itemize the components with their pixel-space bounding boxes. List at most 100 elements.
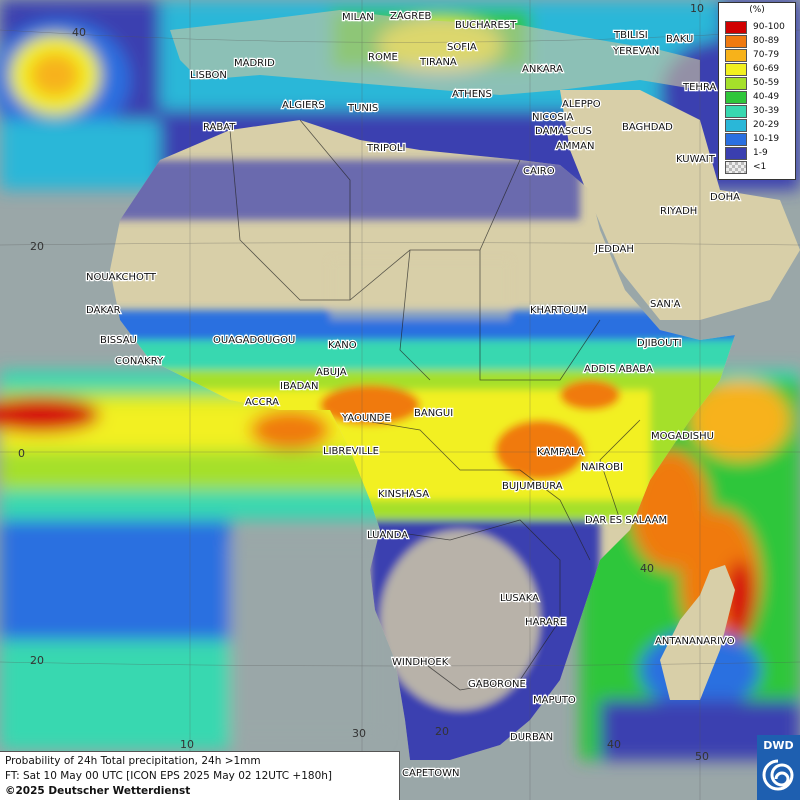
info-parameter: Probability of 24h Total precipitation, … bbox=[5, 755, 261, 767]
city-label: KANO bbox=[328, 340, 357, 351]
city-label: KINSHASA bbox=[378, 489, 429, 500]
city-label: NICOSIA bbox=[532, 112, 574, 123]
city-label: DAR ES SALAAM bbox=[585, 515, 667, 526]
city-label: KHARTOUM bbox=[530, 305, 587, 316]
madagascar-land bbox=[660, 565, 735, 700]
legend-label: 70-79 bbox=[753, 50, 780, 60]
city-label: YAOUNDE bbox=[341, 413, 391, 424]
legend-item: 20-29 bbox=[725, 119, 797, 132]
city-label: ZAGREB bbox=[390, 11, 432, 22]
europe-land bbox=[170, 10, 700, 95]
legend-item: 30-39 bbox=[725, 105, 797, 118]
legend-label: 80-89 bbox=[753, 36, 780, 46]
legend-item: 1-9 bbox=[725, 147, 797, 160]
city-label: BUJUMBURA bbox=[502, 481, 563, 492]
info-copyright: ©2025 Deutscher Wetterdienst bbox=[5, 785, 191, 797]
city-label: DJIBOUTI bbox=[637, 338, 682, 349]
city-label: CAPETOWN bbox=[402, 768, 460, 779]
city-label: MADRID bbox=[234, 58, 275, 69]
city-label: SOFIA bbox=[447, 42, 477, 53]
city-label: DOHA bbox=[710, 192, 740, 203]
city-label: OUAGADOUGOU bbox=[213, 335, 295, 346]
legend-label: 10-19 bbox=[753, 134, 780, 144]
ocean-precip-fields bbox=[0, 0, 800, 760]
city-label: BANGUI bbox=[414, 408, 453, 419]
grid-label: 50 bbox=[695, 750, 709, 763]
city-label: BUCHAREST bbox=[455, 20, 517, 31]
legend-swatch bbox=[725, 91, 747, 104]
city-label: DAMASCUS bbox=[535, 126, 592, 137]
city-label: KAMPALA bbox=[537, 447, 584, 458]
swirl-icon bbox=[762, 759, 794, 791]
legend-swatch bbox=[725, 147, 747, 160]
legend-swatch bbox=[725, 119, 747, 132]
city-label: YEREVAN bbox=[612, 46, 659, 57]
city-label: JEDDAH bbox=[594, 244, 634, 255]
city-label: ROME bbox=[368, 52, 398, 63]
legend-label: 30-39 bbox=[753, 106, 780, 116]
city-label: SAN'A bbox=[650, 299, 681, 310]
legend-label: 40-49 bbox=[753, 92, 780, 102]
city-label: MILAN bbox=[342, 12, 374, 23]
grid-label: 40 bbox=[640, 562, 654, 575]
info-forecast-time: FT: Sat 10 May 00 UTC [ICON EPS 2025 May… bbox=[5, 770, 332, 782]
city-label: RABAT bbox=[203, 122, 236, 133]
legend-item: 80-89 bbox=[725, 35, 797, 48]
grid-label: 20 bbox=[435, 725, 449, 738]
city-label: LIBREVILLE bbox=[323, 446, 379, 457]
city-label: DURBAN bbox=[510, 732, 553, 743]
dwd-logo-text: DWD bbox=[763, 739, 794, 752]
map-info-box: Probability of 24h Total precipitation, … bbox=[0, 751, 400, 800]
city-label: ABUJA bbox=[316, 367, 347, 378]
grid-label: 40 bbox=[72, 26, 86, 39]
city-label: LUSAKA bbox=[500, 593, 539, 604]
legend-swatch bbox=[725, 133, 747, 146]
city-label: WINDHOEK bbox=[392, 657, 449, 668]
legend-item: 50-59 bbox=[725, 77, 797, 90]
legend-item: <1 bbox=[725, 161, 797, 174]
city-label: CONAKRY bbox=[115, 356, 164, 367]
grid-label: 30 bbox=[352, 727, 366, 740]
dwd-logo: DWD bbox=[757, 735, 800, 800]
legend-label: 20-29 bbox=[753, 120, 780, 130]
legend-item: 90-100 bbox=[725, 21, 797, 34]
legend-swatch bbox=[725, 21, 747, 34]
city-label: ALEPPO bbox=[562, 99, 601, 110]
city-label: ANTANANARIVO bbox=[655, 636, 735, 647]
city-label: AMMAN bbox=[556, 141, 594, 152]
city-label: CAIRO bbox=[523, 166, 555, 177]
city-label: TRIPOLI bbox=[366, 143, 405, 154]
city-label: TIRANA bbox=[419, 57, 457, 68]
city-label: NAIROBI bbox=[581, 462, 623, 473]
legend-item: 60-69 bbox=[725, 63, 797, 76]
city-label: TUNIS bbox=[347, 103, 378, 114]
city-label: LUANDA bbox=[367, 530, 408, 541]
city-label: ANKARA bbox=[522, 64, 563, 75]
grid-label: 10 bbox=[180, 738, 194, 751]
legend-item: 40-49 bbox=[725, 91, 797, 104]
legend-unit: (%) bbox=[749, 5, 765, 15]
city-label: BAGHDAD bbox=[622, 122, 673, 133]
city-labels: MILAN ZAGREB BUCHAREST TBILISI BAKU MADR… bbox=[85, 10, 741, 780]
legend-swatch bbox=[725, 49, 747, 62]
grid-label: 0 bbox=[18, 447, 25, 460]
city-label: ATHENS bbox=[452, 89, 492, 100]
legend-label: 90-100 bbox=[753, 22, 785, 32]
country-borders bbox=[229, 119, 641, 691]
city-label: HARARE bbox=[525, 617, 566, 628]
city-label: ADDIS ABABA bbox=[584, 364, 653, 375]
legend-label: 60-69 bbox=[753, 64, 780, 74]
city-label: BAKU bbox=[666, 34, 693, 45]
legend-swatch bbox=[725, 35, 747, 48]
legend-swatch bbox=[725, 63, 747, 76]
grid-label: 20 bbox=[30, 240, 44, 253]
city-label: KUWAIT bbox=[676, 154, 716, 165]
city-label: GABORONE bbox=[468, 679, 526, 690]
city-label: MAPUTO bbox=[533, 695, 576, 706]
legend-swatch bbox=[725, 161, 747, 174]
legend-label: <1 bbox=[753, 162, 767, 172]
grid-label: 10 bbox=[690, 2, 704, 15]
city-label: DAKAR bbox=[86, 305, 121, 316]
